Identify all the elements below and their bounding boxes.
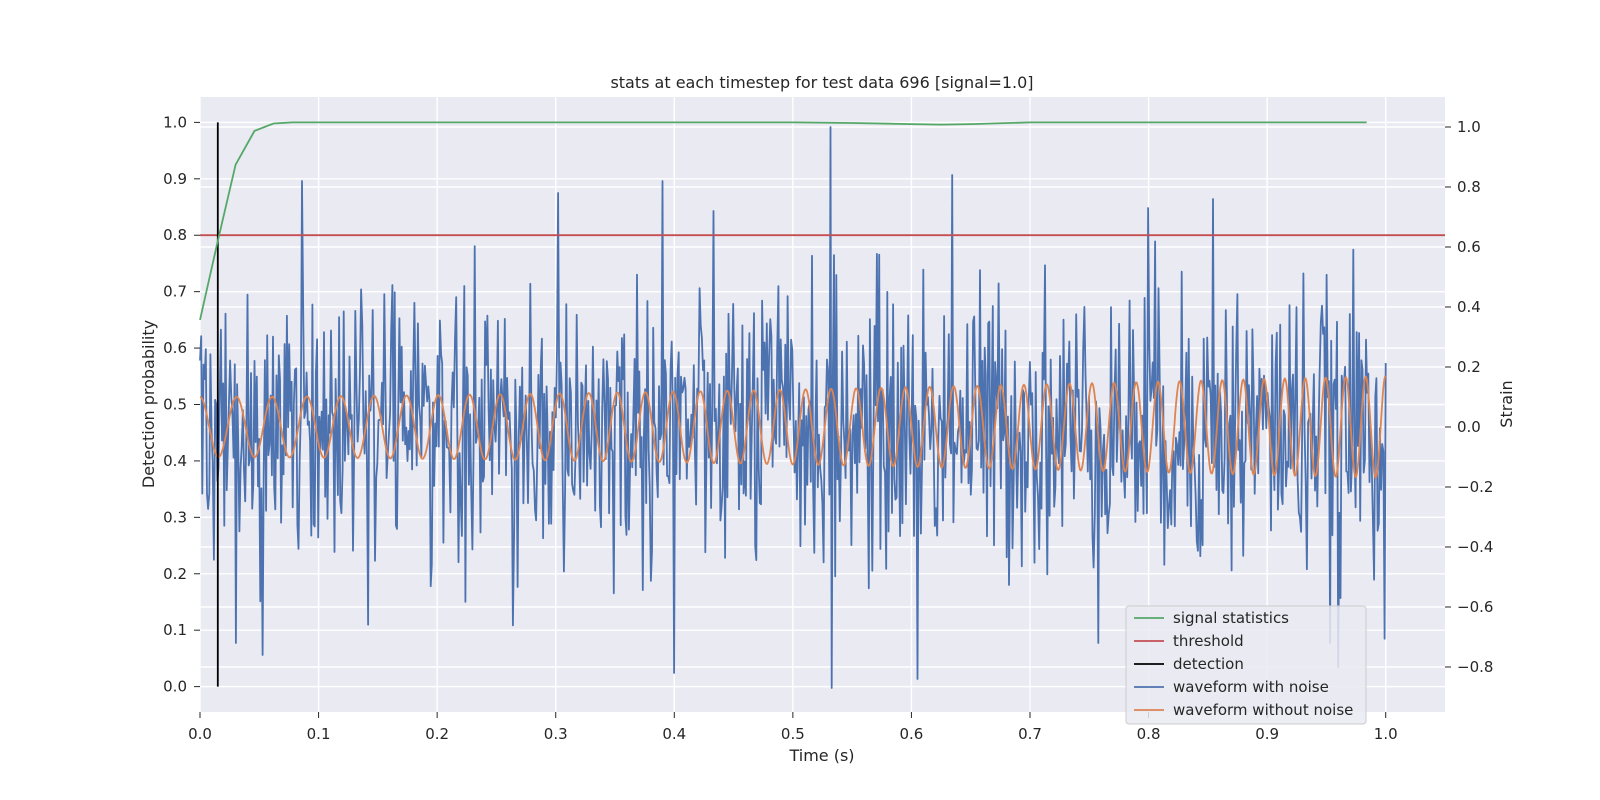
- y-right-tick-label: 0.0: [1457, 418, 1481, 436]
- x-tick-label: 0.1: [307, 725, 331, 743]
- x-tick-label: 1.0: [1374, 725, 1398, 743]
- y-axis-label-left: Detection probability: [139, 320, 158, 488]
- y-left-tick-label: 0.9: [163, 170, 187, 188]
- legend-label: waveform without noise: [1173, 701, 1353, 719]
- y-left-tick-label: 0.3: [163, 508, 187, 526]
- x-axis: 0.0 0.1 0.2 0.3 0.4 0.5 0.6 0.7 0.8 0.9 1.0: [188, 712, 1398, 743]
- legend-label: detection: [1173, 655, 1244, 673]
- x-tick-label: 0.4: [662, 725, 686, 743]
- series-waveform-without-noise: [199, 375, 1387, 480]
- right-axis: −0.8 −0.6 −0.4 −0.2 0.0 0.2 0.4 0.6 0.8 1.0: [1445, 118, 1493, 676]
- y-left-tick-label: 0.6: [163, 339, 187, 357]
- x-tick-label: 0.8: [1137, 725, 1161, 743]
- y-right-tick-label: −0.4: [1457, 538, 1493, 556]
- legend-box: [1125, 605, 1367, 725]
- y-left-tick-label: 0.5: [163, 396, 187, 414]
- legend-label: threshold: [1173, 632, 1244, 650]
- y-axis-label-right: Strain: [1497, 380, 1516, 427]
- y-left-tick-label: 0.0: [163, 678, 187, 696]
- x-tick-label: 0.6: [899, 725, 923, 743]
- x-tick-label: 0.2: [425, 725, 449, 743]
- y-left-tick-label: 0.2: [163, 565, 187, 583]
- legend: signal statistics threshold detection wavef…: [1125, 605, 1367, 725]
- y-right-tick-label: 0.8: [1457, 178, 1481, 196]
- x-tick-label: 0.5: [781, 725, 805, 743]
- y-left-tick-label: 0.7: [163, 283, 187, 301]
- y-right-tick-label: −0.6: [1457, 598, 1493, 616]
- x-axis-label: Time (s): [788, 746, 854, 765]
- series-waveform-with-noise: [199, 126, 1387, 689]
- legend-label: waveform with noise: [1173, 678, 1329, 696]
- x-tick-label: 0.9: [1255, 725, 1279, 743]
- series-layer: [199, 121, 1445, 689]
- y-right-tick-label: 1.0: [1457, 118, 1481, 136]
- y-right-tick-label: −0.2: [1457, 478, 1493, 496]
- y-right-tick-label: 0.2: [1457, 358, 1481, 376]
- y-right-tick-label: 0.4: [1457, 298, 1481, 316]
- y-left-tick-label: 0.1: [163, 621, 187, 639]
- y-left-tick-label: 1.0: [163, 113, 187, 131]
- series-signal-statistics: [199, 121, 1367, 321]
- y-right-tick-label: −0.8: [1457, 658, 1493, 676]
- x-tick-label: 0.0: [188, 725, 212, 743]
- legend-label: signal statistics: [1173, 609, 1289, 627]
- x-tick-label: 0.7: [1018, 725, 1042, 743]
- left-axis: 0.0 0.1 0.2 0.3 0.4 0.5 0.6 0.7 0.8 0.9 1.0: [163, 113, 200, 696]
- y-right-tick-label: 0.6: [1457, 238, 1481, 256]
- y-left-tick-label: 0.8: [163, 226, 187, 244]
- x-tick-label: 0.3: [544, 725, 568, 743]
- y-left-tick-label: 0.4: [163, 452, 187, 470]
- chart-title: stats at each timestep for test data 696…: [610, 73, 1033, 92]
